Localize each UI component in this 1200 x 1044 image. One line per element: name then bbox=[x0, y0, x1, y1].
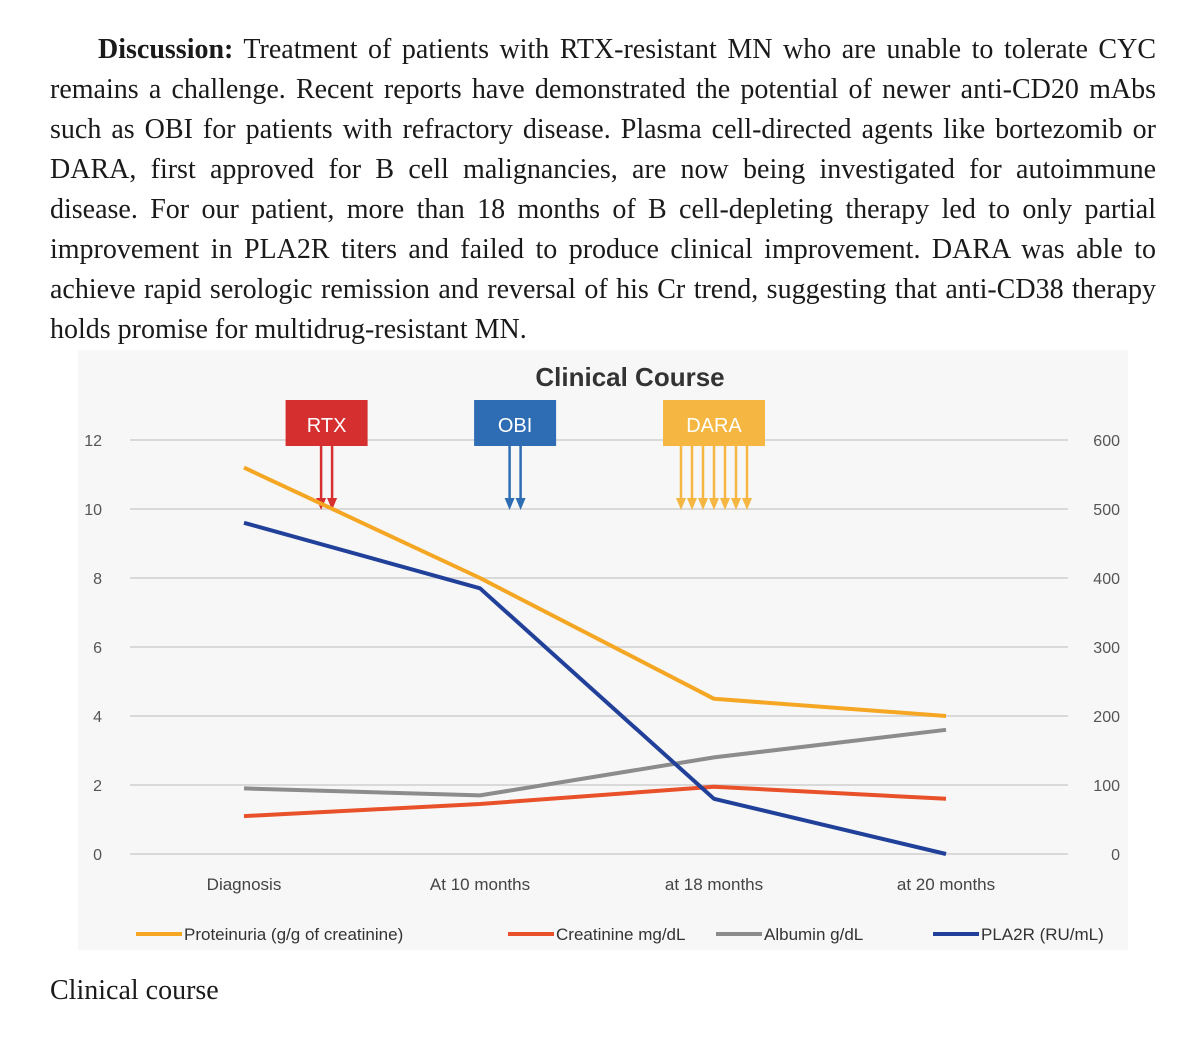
gridlines bbox=[130, 439, 1068, 855]
dose-arrow-head bbox=[327, 498, 338, 510]
left-tick-label: 10 bbox=[84, 502, 102, 519]
clinical-course-chart: Clinical Course 0 2 4 6 8 10 12 0 100 200 300 400 5… bbox=[78, 350, 1128, 950]
dose-arrow-head bbox=[698, 498, 708, 510]
legend-item: Proteinuria (g/g of creatinine) bbox=[136, 925, 403, 944]
right-tick-label: 500 bbox=[1093, 502, 1120, 519]
right-tick-label: 600 bbox=[1093, 433, 1120, 450]
chart-title: Clinical Course bbox=[535, 362, 724, 392]
left-tick-label: 8 bbox=[93, 571, 102, 588]
x-tick-label: at 20 months bbox=[897, 875, 995, 894]
treatment-label: DARA bbox=[686, 415, 742, 437]
legend-label: Proteinuria (g/g of creatinine) bbox=[184, 925, 403, 944]
treatment-dara: DARA bbox=[663, 400, 765, 510]
legend-item: Creatinine mg/dL bbox=[508, 925, 685, 944]
series-line-creatinine bbox=[243, 784, 947, 819]
treatment-box bbox=[474, 400, 557, 446]
dose-arrow-head bbox=[676, 498, 686, 510]
discussion-heading: Discussion: bbox=[98, 34, 234, 65]
treatment-label: OBI bbox=[498, 415, 532, 437]
right-axis-ticks: 0 100 200 300 400 500 600 bbox=[1093, 433, 1120, 864]
dose-arrow-head bbox=[504, 498, 515, 510]
x-tick-label: at 18 months bbox=[665, 875, 763, 894]
left-tick-label: 2 bbox=[93, 778, 102, 795]
x-tick-label: Diagnosis bbox=[207, 875, 282, 894]
series-line-pla2r bbox=[243, 520, 947, 856]
legend-label: PLA2R (RU/mL) bbox=[981, 925, 1104, 944]
discussion-paragraph: Discussion: Treatment of patients with R… bbox=[50, 30, 1156, 350]
chart-svg: Clinical Course 0 2 4 6 8 10 12 0 100 200 300 400 5… bbox=[78, 350, 1128, 950]
legend-label: Albumin g/dL bbox=[764, 925, 863, 944]
right-tick-label: 200 bbox=[1093, 709, 1120, 726]
dose-arrow-head bbox=[687, 498, 697, 510]
figure-caption: Clinical course bbox=[50, 975, 219, 1006]
series-line-albumin bbox=[243, 727, 947, 798]
dose-arrow-head bbox=[720, 498, 730, 510]
treatment-box bbox=[663, 400, 765, 446]
dose-arrow-head bbox=[742, 498, 752, 510]
left-tick-label: 6 bbox=[93, 640, 102, 657]
treatment-box bbox=[285, 400, 368, 446]
left-tick-label: 0 bbox=[93, 847, 102, 864]
chart-background bbox=[78, 350, 1128, 950]
x-tick-label: At 10 months bbox=[430, 875, 530, 894]
right-tick-label: 400 bbox=[1093, 571, 1120, 588]
dose-arrow-head bbox=[709, 498, 719, 510]
legend-label: Creatinine mg/dL bbox=[556, 925, 685, 944]
treatment-markers: RTX OBI DARA bbox=[285, 400, 765, 510]
dose-arrow-head bbox=[731, 498, 741, 510]
dose-arrow-head bbox=[515, 498, 526, 510]
left-axis-ticks: 0 2 4 6 8 10 12 bbox=[84, 433, 102, 864]
treatment-label: RTX bbox=[307, 415, 347, 437]
legend-item: PLA2R (RU/mL) bbox=[933, 925, 1104, 944]
x-axis-ticks: Diagnosis At 10 months at 18 months at 20 m… bbox=[207, 875, 995, 894]
series-line-proteinuria bbox=[243, 465, 947, 718]
data-series bbox=[243, 465, 947, 856]
right-tick-label: 300 bbox=[1093, 640, 1120, 657]
legend-item: Albumin g/dL bbox=[716, 925, 863, 944]
left-tick-label: 4 bbox=[93, 709, 102, 726]
right-tick-label: 0 bbox=[1111, 847, 1120, 864]
treatment-obi: OBI bbox=[474, 400, 557, 510]
left-tick-label: 12 bbox=[84, 433, 102, 450]
right-tick-label: 100 bbox=[1093, 778, 1120, 795]
discussion-text: Treatment of patients with RTX-resistant… bbox=[50, 34, 1156, 345]
legend: Proteinuria (g/g of creatinine) Creatinin… bbox=[136, 925, 1104, 944]
